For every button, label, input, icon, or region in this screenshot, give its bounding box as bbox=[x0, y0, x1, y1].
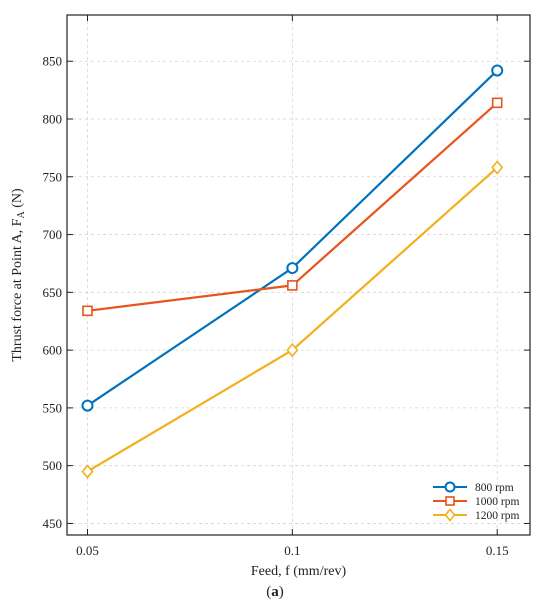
data-point bbox=[286, 262, 299, 275]
y-tick-label: 550 bbox=[43, 400, 63, 415]
y-axis-label-subscript: A bbox=[16, 211, 27, 219]
x-tick-label: 0.15 bbox=[486, 543, 509, 558]
legend-label: 1200 rpm bbox=[475, 510, 519, 522]
legend-swatch-marker bbox=[444, 481, 456, 493]
legend-item: 1200 rpm bbox=[433, 508, 519, 522]
data-point bbox=[287, 280, 298, 291]
data-point bbox=[491, 64, 504, 77]
y-tick-label: 850 bbox=[43, 54, 63, 69]
series-800-rpm bbox=[81, 64, 504, 412]
y-tick-label: 700 bbox=[43, 227, 63, 242]
legend-label: 800 rpm bbox=[475, 482, 514, 494]
data-point bbox=[81, 464, 94, 479]
y-tick-label: 750 bbox=[43, 169, 63, 184]
legend-item: 800 rpm bbox=[433, 481, 514, 494]
x-tick-label: 0.05 bbox=[76, 543, 99, 558]
caption-letter: a bbox=[271, 584, 279, 600]
legend: 800 rpm 1000 rpm 1200 rpm bbox=[433, 481, 519, 522]
x-tick-label: 0.1 bbox=[284, 543, 300, 558]
grid-lines bbox=[67, 15, 530, 535]
series-1200-rpm bbox=[81, 160, 504, 479]
data-point bbox=[81, 399, 94, 412]
data-point bbox=[491, 160, 504, 175]
data-point bbox=[82, 305, 93, 317]
figure-caption: (a) bbox=[0, 584, 550, 601]
y-tick-label: 500 bbox=[43, 458, 63, 473]
y-tick-label: 650 bbox=[43, 285, 63, 300]
y-axis-label-main: Thrust force at Point A, F bbox=[10, 218, 25, 361]
y-tick-label: 450 bbox=[43, 516, 63, 531]
legend-swatch-marker bbox=[445, 496, 455, 506]
legend-swatch-marker bbox=[444, 508, 456, 522]
y-axis-label: Thrust force at Point A, FA (N) bbox=[10, 188, 27, 362]
x-axis-label: Feed, f (mm/rev) bbox=[251, 564, 347, 579]
data-point bbox=[491, 97, 503, 109]
caption-close: ) bbox=[278, 584, 284, 600]
legend-item: 1000 rpm bbox=[433, 496, 519, 508]
plot-frame bbox=[66, 14, 531, 536]
caption-open: ( bbox=[266, 584, 272, 600]
axis-ticks: 450 500 550 600 650 700 750 800 850 0.05 0.1 0.15 bbox=[43, 15, 530, 558]
data-point bbox=[286, 342, 299, 358]
y-tick-label: 800 bbox=[43, 112, 63, 127]
thrust-force-chart: 450 500 550 600 650 700 750 800 850 0.05 0.1 0.15 8… bbox=[10, 14, 531, 579]
series-layer bbox=[81, 64, 504, 479]
legend-label: 1000 rpm bbox=[475, 496, 519, 508]
series-1000-rpm bbox=[82, 97, 503, 317]
y-tick-label: 600 bbox=[43, 343, 63, 358]
y-axis-label-unit: (N) bbox=[10, 188, 25, 211]
